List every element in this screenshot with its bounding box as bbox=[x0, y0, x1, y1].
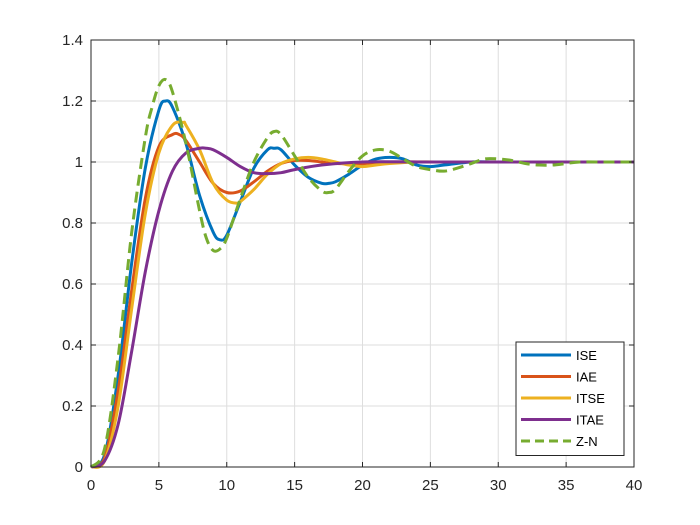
y-tick-label: 0.4 bbox=[62, 337, 83, 354]
y-tick-label: 0.8 bbox=[62, 215, 83, 232]
x-tick-label: 40 bbox=[626, 477, 643, 494]
x-tick-label: 15 bbox=[286, 477, 303, 494]
x-tick-label: 5 bbox=[155, 477, 163, 494]
legend-label: ISE bbox=[576, 348, 597, 363]
y-tick-label: 0.2 bbox=[62, 398, 83, 415]
x-tick-labels: 0 5 10 15 20 25 30 35 40 bbox=[87, 477, 643, 494]
legend-label: IAE bbox=[576, 370, 597, 385]
x-tick-label: 30 bbox=[490, 477, 507, 494]
y-tick-label: 1.2 bbox=[62, 93, 83, 110]
series-line-z-n bbox=[89, 77, 634, 469]
legend-label: Z-N bbox=[576, 434, 598, 449]
y-tick-labels: 0 0.2 0.4 0.6 0.8 1 1.2 1.4 bbox=[62, 32, 83, 476]
y-tick-label: 1 bbox=[75, 154, 83, 171]
x-tick-label: 25 bbox=[422, 477, 439, 494]
ticks bbox=[90, 39, 635, 468]
y-tick-label: 0.6 bbox=[62, 276, 83, 293]
series-line-ise bbox=[90, 99, 634, 469]
x-tick-label: 35 bbox=[558, 477, 575, 494]
y-tick-label: 0 bbox=[75, 459, 83, 476]
x-tick-label: 20 bbox=[354, 477, 371, 494]
y-tick-label: 1.4 bbox=[62, 32, 83, 49]
legend: ISE IAE ITSE ITAE Z-N bbox=[515, 341, 625, 456]
legend-label: ITSE bbox=[576, 391, 605, 406]
legend-label: ITAE bbox=[576, 413, 604, 428]
series-line-itae bbox=[90, 146, 634, 469]
x-tick-label: 10 bbox=[218, 477, 235, 494]
series-layer bbox=[89, 77, 634, 469]
x-tick-label: 0 bbox=[87, 477, 95, 494]
